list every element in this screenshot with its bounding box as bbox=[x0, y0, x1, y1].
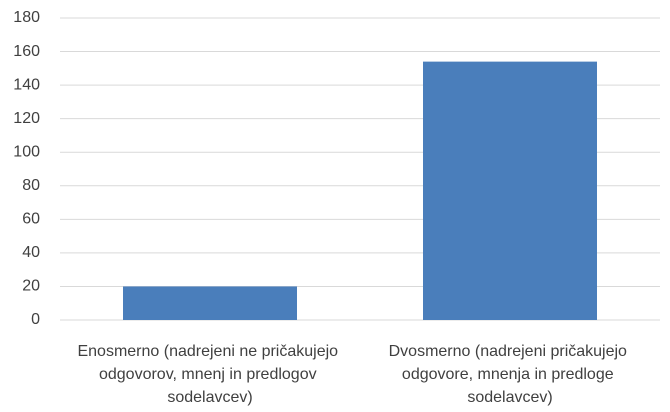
y-tick-label: 140 bbox=[13, 76, 40, 93]
y-tick-label: 160 bbox=[13, 43, 40, 60]
bar bbox=[123, 286, 297, 320]
y-tick-label: 20 bbox=[22, 278, 40, 295]
y-tick-label: 80 bbox=[22, 177, 40, 194]
y-tick-label: 0 bbox=[31, 311, 40, 328]
x-tick-label: Enosmerno (nadrejeni ne pričakujejo odgo… bbox=[77, 343, 342, 406]
y-tick-label: 180 bbox=[13, 9, 40, 26]
y-tick-label: 40 bbox=[22, 244, 40, 261]
y-tick-label: 120 bbox=[13, 110, 40, 127]
bar bbox=[423, 61, 597, 320]
x-tick-label: Dvosmerno (nadrejeni pričakujejo odgovor… bbox=[389, 343, 632, 406]
y-tick-label: 60 bbox=[22, 211, 40, 228]
y-tick-label: 100 bbox=[13, 143, 40, 160]
